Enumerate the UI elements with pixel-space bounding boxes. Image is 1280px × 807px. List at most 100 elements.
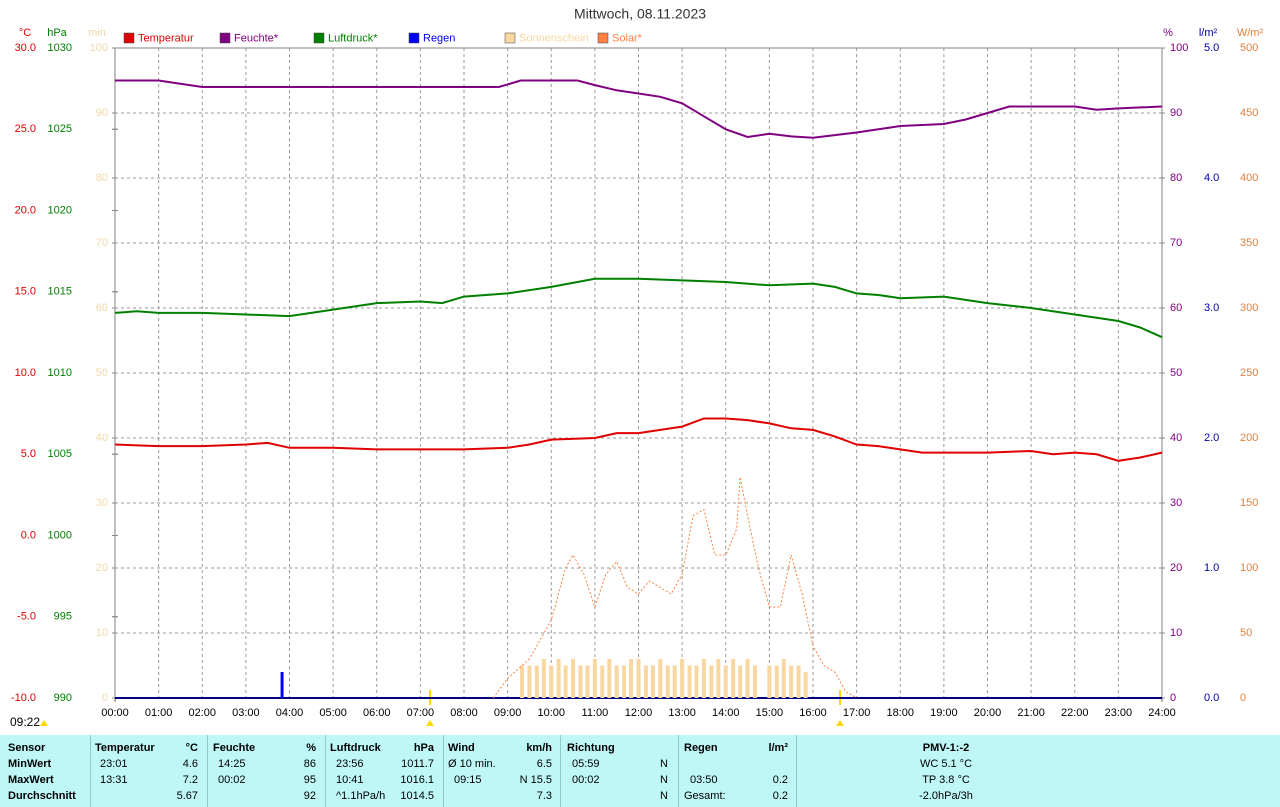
y-tick-label: 3.0 <box>1204 302 1219 314</box>
bar <box>731 659 736 698</box>
table-cell: Gesamt: <box>684 790 726 802</box>
table-cell: Durchschnitt <box>8 790 76 802</box>
bar <box>520 665 525 698</box>
axis-title: min <box>88 27 106 39</box>
table-cell: 92 <box>303 790 316 802</box>
table-cell: N <box>660 790 668 802</box>
table-cell: 1014.5 <box>400 790 434 802</box>
axis-title: hPa <box>47 27 67 39</box>
bar <box>745 659 750 698</box>
bar <box>280 672 284 698</box>
chart-title: Mittwoch, 08.11.2023 <box>574 6 706 22</box>
y-tick-label: 20.0 <box>15 204 36 216</box>
y-tick-label: 70 <box>96 237 108 249</box>
table-cell: N 15.5 <box>519 774 552 786</box>
bar <box>585 665 590 698</box>
summary-table: Sensor Temperatur °C Feuchte% Luftdruck hPa Wi… <box>0 735 1280 807</box>
bar <box>541 659 546 698</box>
y-tick-label: 90 <box>1170 107 1182 119</box>
bar <box>592 659 597 698</box>
table-cell: Sensor <box>8 742 46 754</box>
legend-swatch <box>504 32 516 44</box>
y-tick-label: 1000 <box>48 529 72 541</box>
y-tick-label: 10 <box>96 627 108 639</box>
x-tick-label: 22:00 <box>1061 707 1089 719</box>
table-cell: N <box>660 758 668 770</box>
series-line <box>114 417 1163 462</box>
bar <box>701 659 706 698</box>
bar <box>629 659 634 698</box>
separator <box>207 735 208 807</box>
bar <box>658 659 663 698</box>
x-tick-label: 12:00 <box>625 707 653 719</box>
table-cell: 09:15 <box>454 774 482 786</box>
y-tick-label: 400 <box>1240 172 1258 184</box>
bar <box>680 659 685 698</box>
bar <box>578 665 583 698</box>
bar <box>796 665 801 698</box>
y-tick-label: 10 <box>1170 627 1182 639</box>
bar <box>789 665 794 698</box>
bar <box>563 665 568 698</box>
x-tick-label: 17:00 <box>843 707 871 719</box>
bar <box>665 665 670 698</box>
legend-label: Solar* <box>612 32 643 44</box>
y-tick-label: 40 <box>96 432 108 444</box>
y-tick-label: 200 <box>1240 432 1258 444</box>
y-tick-label: 0 <box>1240 692 1246 704</box>
y-tick-label: 990 <box>54 692 72 704</box>
table-cell: 7.3 <box>536 790 552 802</box>
table-cell: 05:59 <box>572 758 600 770</box>
x-tick-label: 04:00 <box>276 707 304 719</box>
bar <box>650 665 655 698</box>
y-tick-label: 60 <box>96 302 108 314</box>
legend-label: Feuchte* <box>234 32 279 44</box>
legend-label: Regen <box>423 32 455 44</box>
table-cell: 03:50 <box>690 774 718 786</box>
y-tick-label: 500 <box>1240 42 1258 54</box>
y-tick-label: 80 <box>1170 172 1182 184</box>
table-cell: hPa <box>413 742 434 754</box>
table-cell: N <box>660 774 668 786</box>
separator <box>796 735 797 807</box>
table-cell: 1016.1 <box>400 774 434 786</box>
x-tick-label: 02:00 <box>188 707 216 719</box>
bar <box>607 659 612 698</box>
y-tick-label: 1010 <box>48 367 72 379</box>
y-tick-label: 40 <box>1170 432 1182 444</box>
y-tick-label: 995 <box>54 611 72 623</box>
bar <box>694 665 699 698</box>
x-tick-label: 19:00 <box>930 707 958 719</box>
separator <box>90 735 91 807</box>
bar <box>643 665 648 698</box>
y-tick-label: 20 <box>96 562 108 574</box>
y-tick-label: 100 <box>1240 562 1258 574</box>
table-cell: 00:02 <box>572 774 600 786</box>
bar <box>636 659 641 698</box>
table-cell: 6.5 <box>536 758 552 770</box>
y-tick-label: -10.0 <box>11 692 36 704</box>
table-cell: MaxWert <box>8 774 54 786</box>
x-tick-label: 06:00 <box>363 707 391 719</box>
y-tick-label: 30 <box>1170 497 1182 509</box>
y-tick-label: -5.0 <box>17 611 36 623</box>
bar <box>600 665 605 698</box>
y-tick-label: 1.0 <box>1204 562 1219 574</box>
y-tick-label: 25.0 <box>15 123 36 135</box>
separator <box>443 735 444 807</box>
x-tick-label: 05:00 <box>319 707 347 719</box>
x-tick-label: 15:00 <box>756 707 784 719</box>
x-tick-label: 10:00 <box>537 707 565 719</box>
separator <box>325 735 326 807</box>
bar <box>527 665 532 698</box>
x-tick-label: 21:00 <box>1017 707 1045 719</box>
x-tick-label: 03:00 <box>232 707 260 719</box>
axis-title: W/m² <box>1237 27 1264 39</box>
x-tick-label: 24:00 <box>1148 707 1176 719</box>
series-line <box>114 277 1163 339</box>
table-cell: Regen <box>684 742 718 754</box>
y-tick-label: 5.0 <box>21 448 36 460</box>
y-tick-label: 60 <box>1170 302 1182 314</box>
legend-swatch <box>123 32 135 44</box>
